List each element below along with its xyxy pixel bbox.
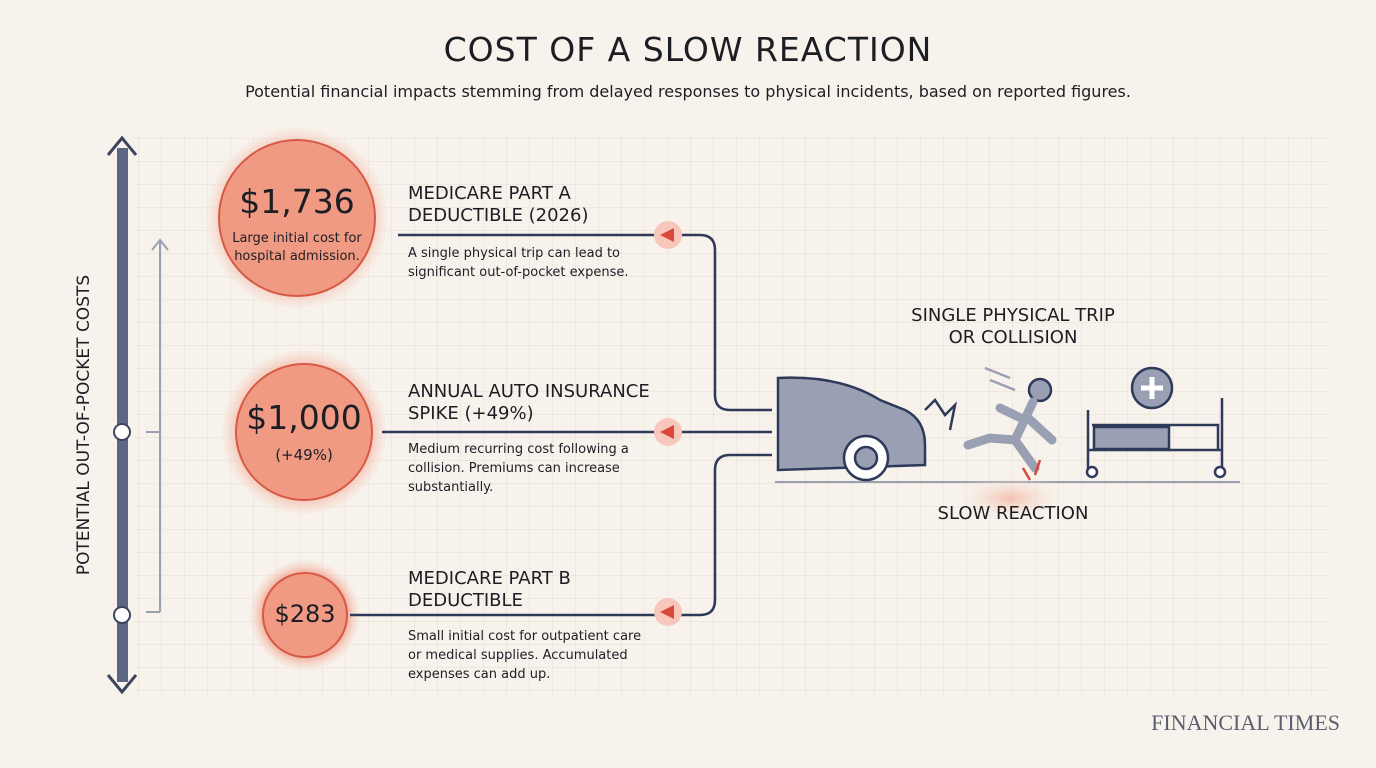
- connectors: [350, 233, 772, 617]
- scene-illustration: [775, 366, 1240, 523]
- scene-cause: SLOW REACTION: [937, 503, 1089, 524]
- amount: $1,000: [246, 398, 362, 437]
- item-heading: MEDICARE PART B DEDUCTIBLE: [408, 568, 571, 611]
- amount-note: Large initial cost for hospital admissio…: [232, 231, 362, 264]
- item-heading: MEDICARE PART A DEDUCTIBLE (2026): [408, 183, 589, 226]
- item-description: A single physical trip can lead to signi…: [408, 246, 629, 280]
- subtitle: Potential financial impacts stemming fro…: [245, 82, 1131, 101]
- title: COST OF A SLOW REACTION: [443, 30, 933, 69]
- arrow-markers: [654, 221, 682, 626]
- cost-axis: [106, 135, 169, 695]
- amount: $283: [274, 600, 336, 628]
- axis-label: POTENTIAL OUT-OF-POCKET COSTS: [74, 274, 94, 576]
- item-description: Medium recurring cost following a collis…: [408, 442, 629, 495]
- item-heading: ANNUAL AUTO INSURANCE SPIKE (+49%): [408, 381, 650, 424]
- cost-bubbles: [207, 128, 387, 670]
- scene-event: SINGLE PHYSICAL TRIP OR COLLISION: [911, 305, 1115, 348]
- item-description: Small initial cost for outpatient care o…: [408, 629, 642, 682]
- amount: $1,736: [239, 182, 355, 221]
- amount-note: (+49%): [275, 446, 333, 464]
- source: FINANCIAL TIMES: [1151, 710, 1340, 735]
